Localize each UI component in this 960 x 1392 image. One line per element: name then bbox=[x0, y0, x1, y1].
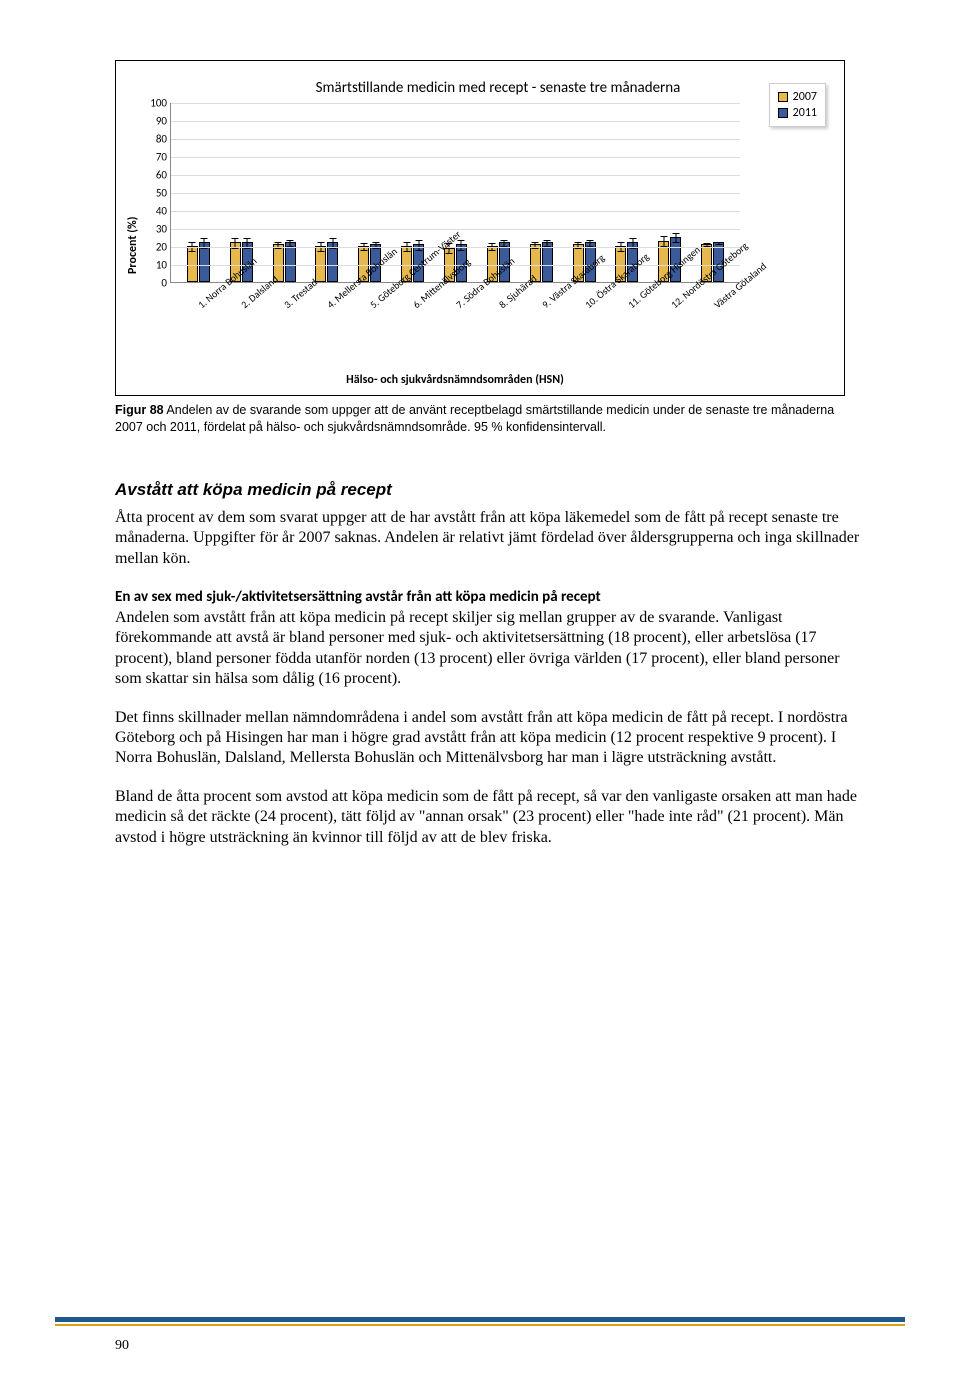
page-footer bbox=[0, 1317, 960, 1326]
y-tick-label: 80 bbox=[143, 133, 167, 146]
y-tick-label: 10 bbox=[143, 259, 167, 272]
sub-heading: En av sex med sjuk-/aktivitetsersättning… bbox=[115, 588, 601, 606]
bar bbox=[285, 242, 296, 282]
y-tick-label: 70 bbox=[143, 151, 167, 164]
legend-item: 2007 bbox=[778, 90, 817, 104]
footer-accent bbox=[55, 1324, 905, 1326]
body-paragraph: Åtta procent av dem som svarat uppger at… bbox=[115, 508, 865, 569]
y-tick-label: 50 bbox=[143, 187, 167, 200]
footer-bar bbox=[55, 1317, 905, 1322]
bar bbox=[187, 246, 198, 282]
y-tick-label: 0 bbox=[143, 277, 167, 290]
y-tick-label: 60 bbox=[143, 169, 167, 182]
y-tick-label: 90 bbox=[143, 115, 167, 128]
section-heading: Avstått att köpa medicin på recept bbox=[115, 480, 865, 500]
y-tick-label: 20 bbox=[143, 241, 167, 254]
bar-group bbox=[187, 242, 210, 282]
y-tick-label: 30 bbox=[143, 223, 167, 236]
bar bbox=[315, 246, 326, 282]
chart-container: Smärtstillande medicin med recept - sena… bbox=[115, 60, 845, 396]
chart-y-axis-label: Procent (%) bbox=[126, 103, 140, 387]
page-number: 90 bbox=[115, 1338, 129, 1354]
bar bbox=[199, 242, 210, 282]
bar-group bbox=[315, 242, 338, 282]
body-paragraph: En av sex med sjuk-/aktivitetsersättning… bbox=[115, 587, 865, 689]
y-tick-label: 40 bbox=[143, 205, 167, 218]
chart-title: Smärtstillande medicin med recept - sena… bbox=[166, 79, 830, 97]
chart-x-labels: 1. Norra Bohuslän2. Dalsland3. Trestad4.… bbox=[170, 283, 740, 403]
legend-label: 2007 bbox=[793, 90, 817, 104]
y-tick-label: 100 bbox=[143, 97, 167, 110]
figure-caption-text: Andelen av de svarande som uppger att de… bbox=[115, 403, 834, 434]
figure-label: Figur 88 bbox=[115, 403, 164, 417]
figure-caption: Figur 88 Andelen av de svarande som uppg… bbox=[115, 402, 845, 436]
bar bbox=[542, 242, 553, 282]
legend-swatch-2007 bbox=[778, 92, 788, 102]
chart-plot-area: 0102030405060708090100 bbox=[170, 103, 740, 283]
body-paragraph: Det finns skillnader mellan nämndområden… bbox=[115, 708, 865, 769]
body-paragraph: Bland de åtta procent som avstod att köp… bbox=[115, 787, 865, 848]
bar bbox=[327, 242, 338, 282]
body-text: Andelen som avstått från att köpa medici… bbox=[115, 609, 840, 687]
